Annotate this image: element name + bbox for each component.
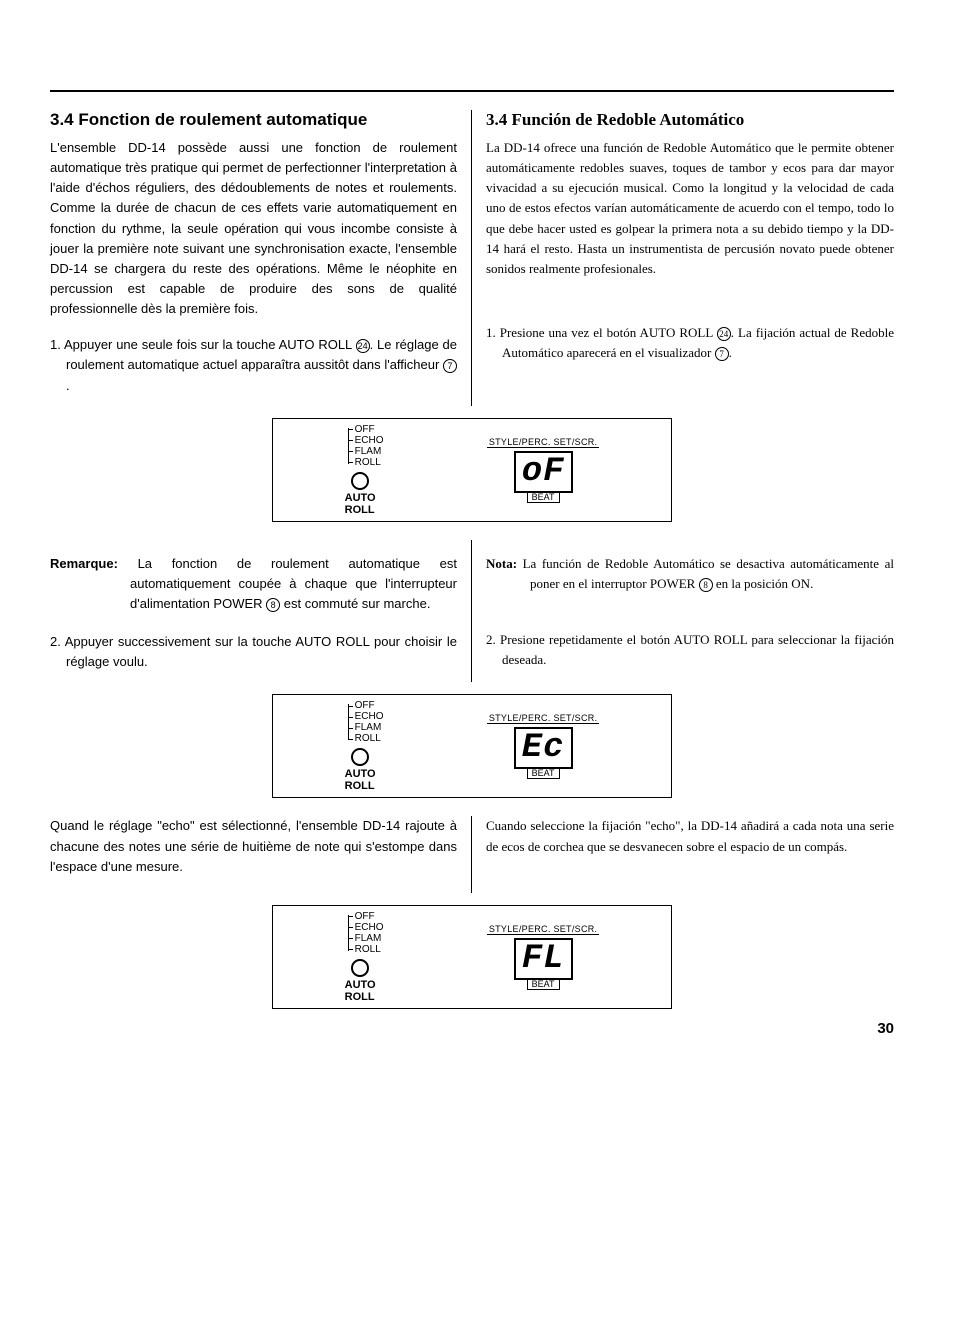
note-left: Remarque: La fonction de roulement autom… — [50, 554, 457, 614]
section-heading-left: 3.4 Fonction de roulement automatique — [50, 110, 457, 130]
step-1-right: 1. Presione una vez el botón AUTO ROLL 2… — [486, 323, 894, 363]
lcd-value: Ec — [514, 727, 573, 769]
echo-paragraph-left: Quand le réglage "echo" est sélectionné,… — [50, 816, 457, 876]
page-number: 30 — [877, 1020, 894, 1037]
autoroll-button-icon — [351, 748, 369, 766]
step-2-right: 2. Presione repetidamente el botón AUTO … — [486, 630, 894, 670]
step-2-left: 2. Appuyer successivement sur la touche … — [50, 632, 457, 672]
diagram-autoroll-echo: OFF ECHO FLAM ROLL AUTOROLL STYLE/PERC. … — [272, 694, 672, 798]
step-1-left: 1. Appuyer une seule fois sur la touche … — [50, 335, 457, 395]
echo-paragraph-right: Cuando seleccione la fijación "echo", la… — [486, 816, 894, 856]
ref-circle-7-r: 7 — [715, 347, 729, 361]
intro-paragraph-left: L'ensemble DD-14 possède aussi une fonct… — [50, 138, 457, 319]
autoroll-button-icon — [351, 472, 369, 490]
lcd-value: oF — [514, 451, 573, 493]
diagram-autoroll-off: OFF ECHO FLAM ROLL AUTOROLL STYLE/PERC. … — [272, 418, 672, 522]
lcd-value: FL — [514, 938, 573, 980]
intro-paragraph-right: La DD-14 ofrece una función de Redoble A… — [486, 138, 894, 279]
ref-circle-8: 8 — [266, 598, 280, 612]
diagram-autoroll-flam: OFF ECHO FLAM ROLL AUTOROLL STYLE/PERC. … — [272, 905, 672, 1009]
ref-circle-7: 7 — [443, 359, 457, 373]
autoroll-button-block: OFF ECHO FLAM ROLL AUTOROLL — [345, 911, 384, 1003]
autoroll-button-block: OFF ECHO FLAM ROLL AUTOROLL — [345, 424, 384, 516]
autoroll-button-block: OFF ECHO FLAM ROLL AUTOROLL — [345, 700, 384, 792]
lcd-display-block: STYLE/PERC. SET/SCR. Ec BEAT — [487, 713, 600, 779]
ref-circle-24: 24 — [356, 339, 370, 353]
horizontal-rule — [50, 90, 894, 92]
ref-circle-8-r: 8 — [699, 578, 713, 592]
lcd-display-block: STYLE/PERC. SET/SCR. FL BEAT — [487, 924, 600, 990]
section-heading-right: 3.4 Función de Redoble Automático — [486, 110, 894, 130]
lcd-display-block: STYLE/PERC. SET/SCR. oF BEAT — [487, 437, 600, 503]
ref-circle-24-r: 24 — [717, 327, 731, 341]
autoroll-button-icon — [351, 959, 369, 977]
note-right: Nota: La función de Redoble Automático s… — [486, 554, 894, 594]
